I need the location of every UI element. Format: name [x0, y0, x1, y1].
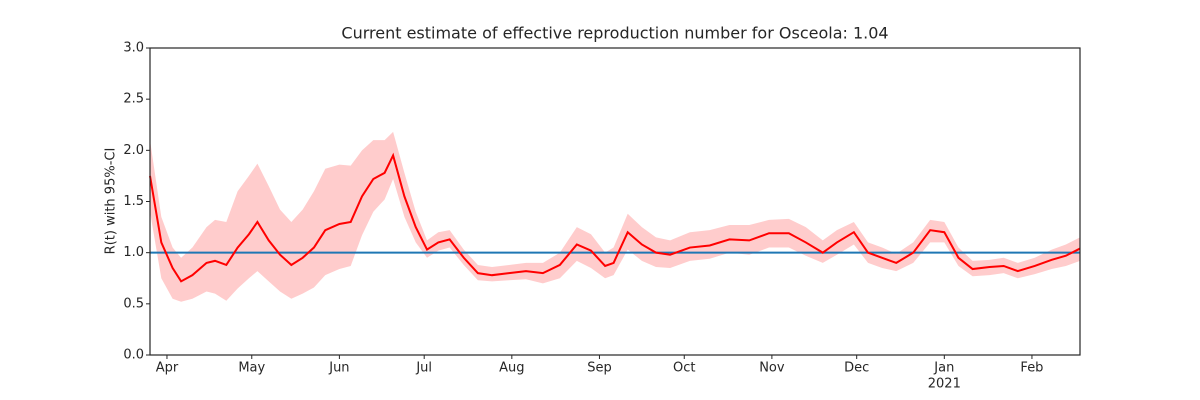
x-tick-label: Feb: [1020, 361, 1043, 376]
confidence-band: [150, 131, 1080, 302]
x-tick-label: Jul: [415, 361, 432, 376]
y-tick-label: 2.0: [123, 143, 144, 158]
y-tick-label: 1.0: [123, 245, 144, 260]
x-tick-label: Nov: [759, 361, 785, 376]
plot-frame: [149, 47, 1081, 356]
rt-line: [149, 152, 1081, 283]
y-axis-label: R(t) with 95%-CI: [104, 148, 119, 255]
chart-title: Current estimate of effective reproducti…: [341, 24, 888, 43]
y-tick-label: 1.5: [123, 194, 144, 209]
x-tick-label: Jun: [328, 361, 349, 376]
x-tick-label: Jan: [933, 361, 954, 376]
y-tick-label: 3.0: [123, 41, 144, 56]
y-tick-label: 0.0: [123, 348, 144, 363]
x-tick-label: Apr: [156, 361, 179, 376]
x-tick-label: Aug: [499, 361, 524, 376]
x-tick-label: Oct: [673, 361, 695, 376]
y-tick-label: 0.5: [123, 296, 144, 311]
y-tick-label: 2.5: [123, 92, 144, 107]
x-year-label: 2021: [928, 377, 961, 392]
x-tick-label: Sep: [587, 361, 612, 376]
x-tick-label: May: [238, 361, 265, 376]
x-tick-label: Dec: [844, 361, 869, 376]
